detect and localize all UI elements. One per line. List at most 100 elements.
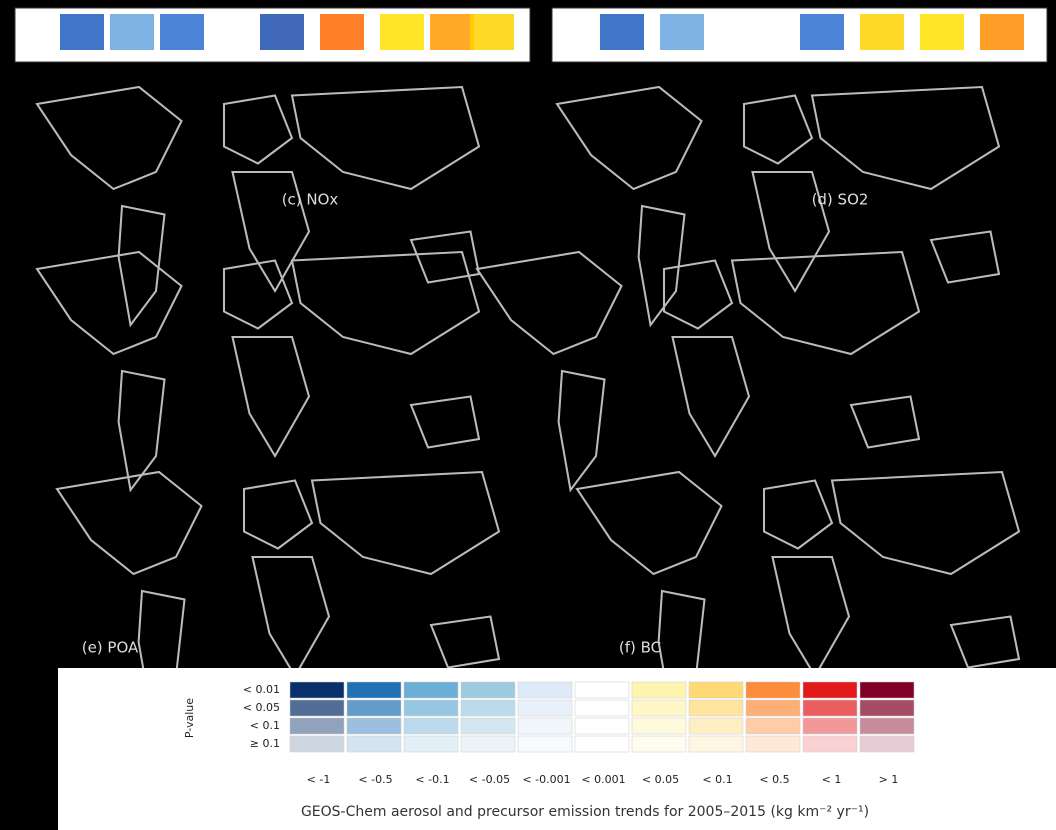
trend-bin-label: < 0.5 (759, 773, 789, 786)
legend-cell (689, 682, 743, 698)
legend-cell (404, 718, 458, 734)
legend-cell (860, 736, 914, 752)
continent (732, 252, 919, 354)
continent (744, 96, 812, 164)
trend-pixels (380, 14, 424, 50)
p-value-level: ≥ 0.1 (250, 737, 280, 750)
legend-cell (404, 700, 458, 716)
continent (312, 472, 499, 574)
trend-bin-label: < 0.1 (702, 773, 732, 786)
trend-pixels (260, 14, 304, 50)
world-map (37, 87, 479, 325)
p-value-level: < 0.05 (243, 701, 280, 714)
continent (233, 337, 310, 456)
continent (119, 206, 165, 325)
legend-cell (803, 682, 857, 698)
legend-cell (803, 736, 857, 752)
trend-bin-label: < -0.1 (415, 773, 449, 786)
trend-pixels (800, 14, 844, 50)
legend-cell (347, 736, 401, 752)
legend-cell (461, 700, 515, 716)
legend-cell (575, 736, 629, 752)
continent (951, 617, 1019, 668)
legend-cell (518, 718, 572, 734)
map-layer (37, 14, 1024, 710)
world-map (37, 252, 479, 490)
panel-label: (c) NOx (282, 191, 339, 209)
continent (832, 472, 1019, 574)
page: { "panels": [ {"label": "(c) NOx"}, {"la… (0, 0, 1056, 830)
continent (557, 87, 702, 189)
legend-cell (347, 718, 401, 734)
world-map (557, 87, 999, 325)
legend-cell (746, 700, 800, 716)
continent (253, 557, 330, 676)
p-value-title: P-value (183, 698, 196, 738)
trend-pixels (110, 14, 154, 50)
legend-cell (632, 682, 686, 698)
continent (812, 87, 999, 189)
trend-pixels (920, 14, 964, 50)
continent (851, 397, 919, 448)
p-value-level: < 0.01 (243, 683, 280, 696)
legend-cell (518, 700, 572, 716)
legend-cell (860, 700, 914, 716)
legend-cell (803, 718, 857, 734)
panel-label: (d) SO2 (812, 191, 869, 209)
trend-pixels (980, 14, 1024, 50)
legend-cell (347, 682, 401, 698)
legend-cell (632, 736, 686, 752)
legend-cell (290, 682, 344, 698)
legend-cell (290, 736, 344, 752)
trend-pixels (660, 14, 704, 50)
legend-cell (404, 736, 458, 752)
p-value-level: < 0.1 (250, 719, 280, 732)
continent (673, 337, 750, 456)
continent (292, 252, 479, 354)
trend-bin-label: < -1 (307, 773, 331, 786)
legend-cell (632, 700, 686, 716)
trend-pixels (160, 14, 204, 50)
trend-pixels (430, 14, 474, 50)
trend-bin-label: > 1 (879, 773, 899, 786)
panel-label: (f) BC (619, 639, 661, 657)
trend-bin-label: < 0.001 (581, 773, 625, 786)
trend-pixels (60, 14, 104, 50)
trend-bin-label: < -0.5 (358, 773, 392, 786)
legend-cell (746, 718, 800, 734)
legend-cell (461, 736, 515, 752)
legend-cell (689, 718, 743, 734)
continent (431, 617, 499, 668)
continent (224, 261, 292, 329)
legend-cell (575, 682, 629, 698)
legend-cell (290, 718, 344, 734)
trend-pixels (320, 14, 364, 50)
continent (577, 472, 722, 574)
legend-cell (746, 736, 800, 752)
continent (477, 252, 622, 354)
trend-pixels (470, 14, 514, 50)
trend-bin-label: < 1 (822, 773, 842, 786)
legend-cell (575, 718, 629, 734)
legend-cell (746, 682, 800, 698)
continent (224, 96, 292, 164)
legend-cell (860, 718, 914, 734)
legend-cell (632, 718, 686, 734)
continent (292, 87, 479, 189)
trend-bin-label: < 0.05 (642, 773, 679, 786)
caption: GEOS-Chem aerosol and precursor emission… (301, 804, 869, 820)
legend-cell (575, 700, 629, 716)
legend-cell (803, 700, 857, 716)
legend-cell (518, 736, 572, 752)
trend-pixels (860, 14, 904, 50)
world-map (477, 252, 919, 490)
continent (37, 252, 182, 354)
figure: < -1< -0.5< -0.1< -0.05< -0.001< 0.001< … (0, 0, 1056, 830)
continent (411, 397, 479, 448)
legend-cell (518, 682, 572, 698)
trend-bin-label: < -0.05 (469, 773, 510, 786)
continent (37, 87, 182, 189)
continent (559, 371, 605, 490)
legend-cell (689, 736, 743, 752)
legend-cell (860, 682, 914, 698)
